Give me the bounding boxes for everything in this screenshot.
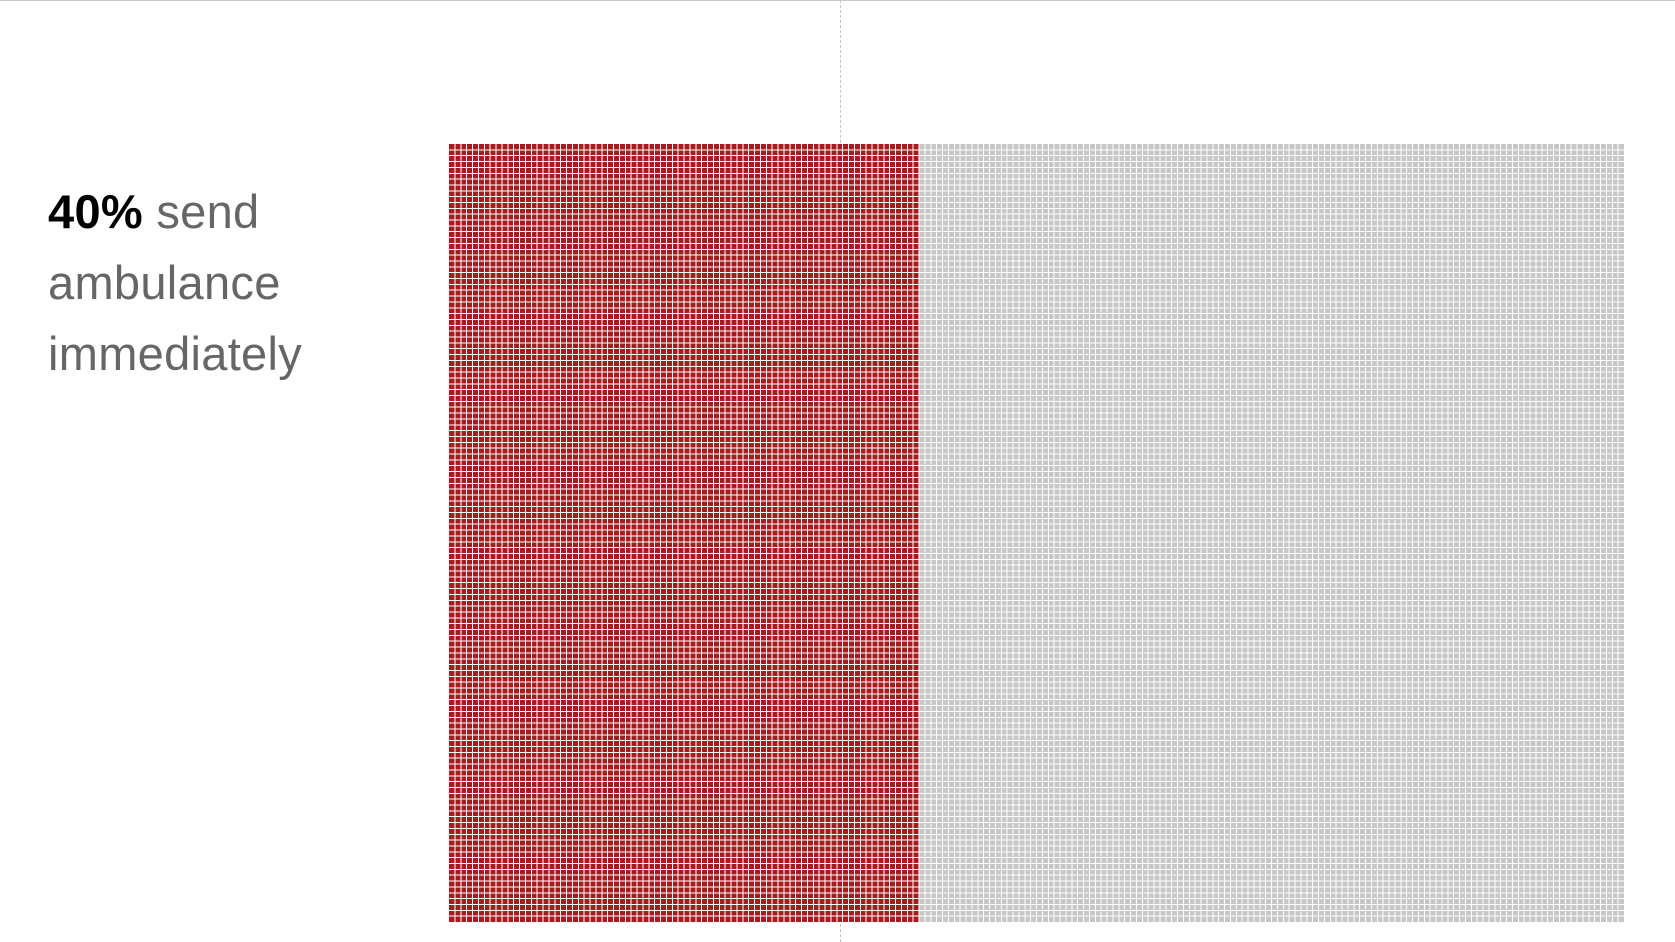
caption-text: send ambulance immediately [48,185,303,380]
waffle-grid-path [449,144,1624,922]
waffle-svg [449,144,1624,922]
top-divider [0,0,1675,1]
caption-percent: 40% [48,185,143,238]
waffle-gridlines [449,144,1624,922]
chart-caption: 40% send ambulance immediately [48,176,408,389]
waffle-chart [449,144,1624,922]
